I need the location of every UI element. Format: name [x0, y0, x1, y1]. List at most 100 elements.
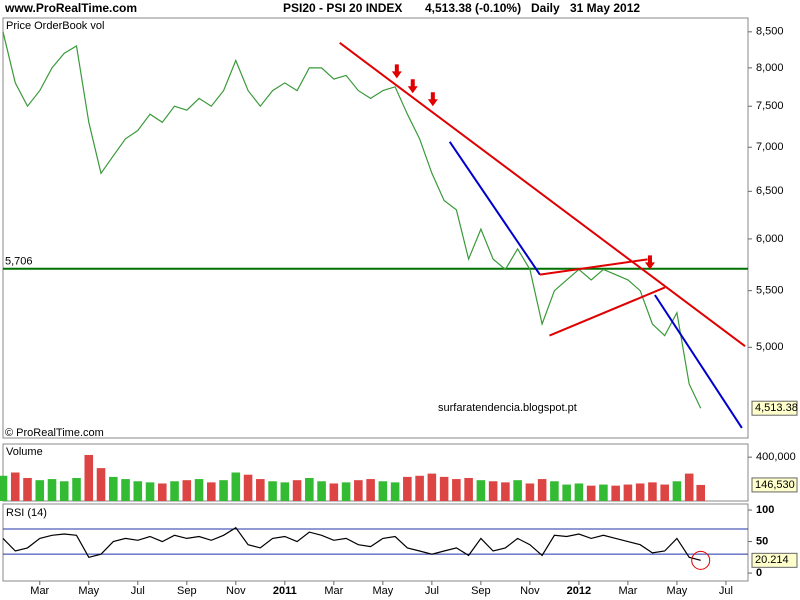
volume-bar	[415, 475, 424, 501]
volume-bar	[10, 472, 20, 501]
trendline	[448, 141, 541, 276]
volume-bar	[501, 482, 510, 501]
last-value-label: 20.214	[755, 554, 789, 566]
volume-bar	[660, 484, 669, 501]
last-value-box	[751, 400, 798, 416]
x-tick-label: Mar	[618, 585, 637, 597]
price-panel	[2, 17, 749, 439]
arrow	[407, 79, 418, 94]
trendline	[539, 258, 648, 276]
x-tick-label: May	[667, 585, 688, 597]
volume-bar	[47, 479, 57, 501]
volume-bar	[268, 481, 277, 501]
volume-bar	[280, 482, 290, 501]
volume-bar	[292, 480, 302, 501]
y-tick-label: 6,000	[756, 233, 784, 245]
volume-bar	[366, 479, 375, 501]
volume-bar	[574, 483, 584, 501]
y-tick-label: 8,000	[756, 62, 784, 74]
x-tick-label: Mar	[30, 585, 49, 597]
last-value-label: 4,513.38	[755, 402, 798, 414]
x-tick-label: Mar	[324, 585, 343, 597]
y-tick-label: 5,500	[756, 285, 784, 297]
x-tick-label: 2011	[273, 585, 297, 597]
volume-bar	[317, 481, 326, 501]
volume-bar	[403, 476, 412, 501]
volume-bar	[133, 481, 143, 501]
arrow	[427, 92, 438, 107]
annotation: surfaratendencia.blogspot.pt	[438, 402, 577, 414]
x-tick-label: Jul	[131, 585, 145, 597]
quote: 4,513.38 (-0.10%)	[425, 1, 521, 15]
volume-bar	[158, 483, 167, 501]
volume-bar	[231, 472, 241, 501]
volume-bar	[537, 479, 547, 501]
volume-bar	[243, 474, 253, 501]
y-tick-label: 5,000	[756, 341, 784, 353]
volume-bar	[378, 481, 388, 501]
last-value-box	[751, 477, 798, 493]
y-tick-label: 7,000	[756, 141, 784, 153]
site: www.ProRealTime.com	[4, 1, 137, 15]
y-tick-label: 0	[756, 567, 762, 579]
volume-bar	[182, 480, 192, 501]
volume-bar	[72, 477, 81, 501]
volume-bar	[121, 479, 130, 501]
volume-bar	[145, 482, 155, 501]
volume-bar	[108, 476, 118, 501]
period: Daily	[531, 1, 560, 15]
watermark: © ProRealTime.com	[5, 427, 104, 439]
x-tick-label: Nov	[226, 585, 246, 597]
x-tick-label: Jul	[425, 585, 439, 597]
volume-bar	[329, 483, 339, 501]
arrow	[644, 255, 655, 270]
volume-bar	[684, 473, 694, 501]
x-tick-label: Jul	[719, 585, 733, 597]
y-tick-label: 50	[756, 535, 768, 547]
volume-bar	[452, 479, 461, 501]
y-tick-label: 6,500	[756, 185, 784, 197]
last-value-label: 146,530	[755, 479, 795, 491]
volume-bar	[23, 477, 32, 501]
y-tick-label: 8,500	[756, 26, 784, 38]
highlight-circle	[691, 550, 711, 570]
volume-bar	[256, 479, 265, 501]
volume-bar	[427, 473, 437, 501]
x-tick-label: Sep	[471, 585, 491, 597]
rsi-panel	[2, 503, 749, 582]
volume-bar	[488, 481, 498, 501]
trendline	[549, 286, 666, 337]
volume-bar	[476, 480, 486, 501]
volume-bar	[672, 481, 682, 501]
x-tick-label: May	[78, 585, 99, 597]
volume-bar	[562, 484, 571, 501]
trendline	[654, 294, 743, 429]
volume-bar	[170, 481, 179, 501]
x-tick-label: Nov	[520, 585, 540, 597]
volume-bar	[623, 484, 633, 501]
volume-bar	[550, 481, 559, 501]
volume-bar	[96, 468, 106, 501]
header-bar	[0, 0, 800, 18]
date: 31 May 2012	[570, 1, 640, 15]
line	[2, 31, 702, 409]
x-tick-label: Sep	[177, 585, 197, 597]
volume-bar	[35, 480, 45, 501]
volume-bar	[696, 484, 705, 501]
last-value-box	[751, 552, 798, 568]
volume-bar	[586, 485, 596, 501]
volume-bar	[599, 484, 608, 501]
volume-bar	[0, 475, 8, 501]
x-tick-label: May	[372, 585, 393, 597]
line	[2, 526, 701, 561]
volume-bar	[525, 483, 535, 501]
title: PSI20 - PSI 20 INDEX	[283, 1, 402, 15]
volume-bar	[354, 480, 363, 501]
volume-bar	[648, 482, 657, 501]
volume-bar	[513, 480, 522, 501]
volume-bar	[635, 483, 645, 501]
panel-label: RSI (14)	[6, 507, 47, 519]
panel-label: Volume	[6, 446, 43, 458]
